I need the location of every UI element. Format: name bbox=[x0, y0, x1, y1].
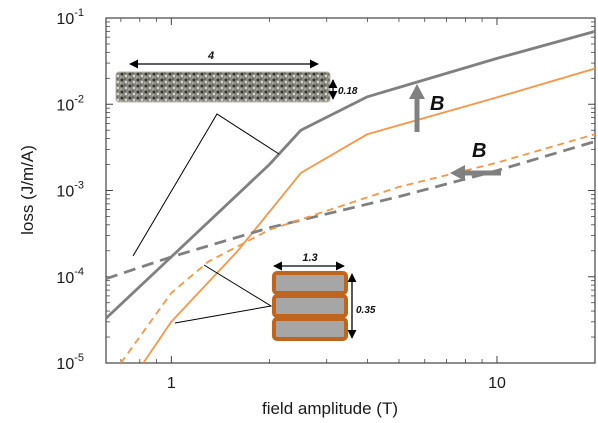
tape-cross-section bbox=[115, 71, 331, 103]
y-tick-base: 10 bbox=[56, 97, 74, 114]
stack-tape-3 bbox=[272, 317, 348, 341]
y-tick-label: 10-5 bbox=[56, 352, 84, 373]
y-tick-label: 10-1 bbox=[56, 7, 84, 28]
stack-height-label: 0.35 bbox=[356, 305, 376, 316]
y-tick-label: 10-2 bbox=[56, 93, 84, 114]
tape-width-label: 4 bbox=[207, 50, 214, 62]
y-tick-exponent: -2 bbox=[74, 93, 84, 105]
y-tick-exponent: -4 bbox=[74, 266, 84, 278]
stack-tape-2 bbox=[272, 294, 348, 318]
field-arrow-perpendicular: B bbox=[409, 84, 444, 132]
stack-inset: 1.3 0.35 bbox=[174, 252, 376, 341]
tape-thickness-label: 0.18 bbox=[338, 86, 358, 97]
y-tick-base: 10 bbox=[56, 11, 74, 28]
stack-width-label: 1.3 bbox=[302, 252, 317, 264]
plot-area-frame bbox=[105, 17, 596, 364]
series-line-4 bbox=[120, 133, 595, 363]
y-tick-exponent: -5 bbox=[74, 352, 84, 364]
y-tick-label: 10-3 bbox=[56, 180, 84, 201]
y-tick-exponent: -1 bbox=[74, 7, 84, 19]
axis-ticks: 10-510-410-310-210-11 10 bbox=[56, 7, 596, 392]
x-axis-title: field amplitude (T) bbox=[262, 399, 398, 418]
stack-leader-line bbox=[174, 264, 273, 324]
y-tick-label: 10-4 bbox=[56, 266, 84, 287]
field-perpendicular-label: B bbox=[430, 93, 444, 115]
y-tick-exponent: -3 bbox=[74, 180, 84, 192]
y-axis-title: loss (J/m/A) bbox=[18, 145, 37, 235]
y-tick-base: 10 bbox=[56, 270, 74, 287]
x-tick-label: 1 bbox=[167, 375, 176, 392]
x-tick-label: 10 bbox=[488, 375, 506, 392]
tape-inset: 4 0.18 bbox=[115, 50, 358, 257]
tape-leader-line bbox=[132, 113, 280, 257]
series-line-2 bbox=[142, 67, 595, 363]
y-tick-base: 10 bbox=[56, 184, 74, 201]
field-arrow-parallel: B bbox=[450, 140, 501, 181]
series-line-3 bbox=[106, 140, 595, 281]
series-layer bbox=[106, 30, 595, 363]
stack-tape-1 bbox=[272, 271, 348, 295]
field-parallel-label: B bbox=[472, 140, 486, 162]
y-tick-base: 10 bbox=[56, 356, 74, 373]
